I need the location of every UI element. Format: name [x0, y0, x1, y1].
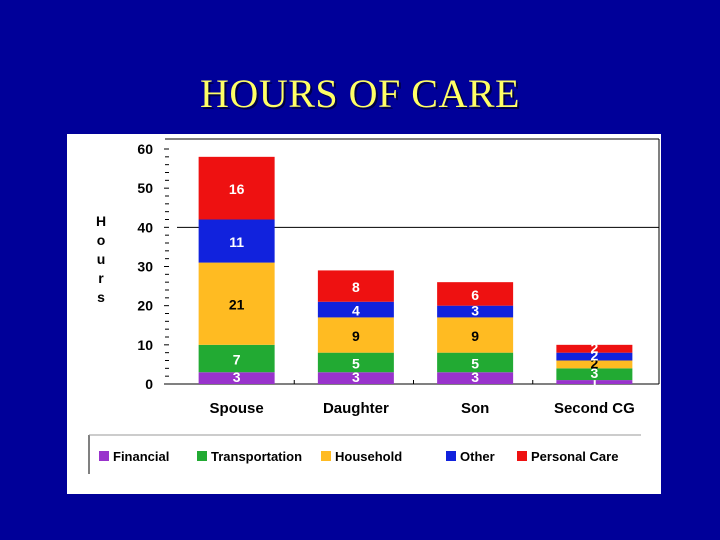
data-label: 3: [233, 369, 241, 385]
data-label: 7: [233, 352, 241, 368]
x-category-label: Second CG: [554, 400, 635, 417]
data-label: 2: [590, 340, 598, 356]
data-label: 6: [471, 287, 479, 303]
bar-financial-spouse: [198, 372, 275, 384]
data-label: 4: [352, 303, 360, 319]
data-label: 2: [590, 355, 598, 371]
bar-transportation-daughter: [317, 352, 394, 373]
data-label: 3: [352, 369, 360, 385]
bar-other-second-cg: [556, 352, 633, 361]
x-category-label: Daughter: [323, 400, 389, 417]
bar-household-second-cg: [556, 360, 633, 369]
data-label: 3: [590, 365, 598, 381]
slide-title: HOURS OF CARE: [200, 71, 520, 116]
legend-swatch-personal-care: [517, 451, 527, 461]
bar-personal-care-son: [437, 282, 514, 306]
legend-label-transportation: Transportation: [211, 449, 302, 464]
bar-financial-daughter: [317, 372, 394, 384]
bar-other-son: [437, 305, 514, 318]
y-tick-label: 50: [137, 180, 153, 196]
y-axis-label-char: H: [96, 213, 106, 229]
hours-of-care-chart: 0102030405060Hours37211116Spouse35948Dau…: [88, 138, 660, 474]
bar-other-spouse: [198, 219, 275, 263]
bar-household-daughter: [317, 317, 394, 353]
legend-label-other: Other: [460, 449, 495, 464]
bar-other-daughter: [317, 301, 394, 318]
data-label: 5: [471, 355, 479, 371]
legend-swatch-transportation: [197, 451, 207, 461]
data-label: 5: [352, 355, 360, 371]
x-category-label: Spouse: [210, 400, 264, 417]
bar-household-son: [437, 317, 514, 353]
legend-label-financial: Financial: [113, 449, 169, 464]
y-axis-label-char: u: [97, 251, 106, 267]
y-tick-label: 20: [137, 298, 153, 314]
bar-financial-son: [437, 372, 514, 384]
bar-transportation-second-cg: [556, 368, 633, 381]
bar-financial-second-cg: [556, 380, 633, 384]
bar-transportation-son: [437, 352, 514, 373]
y-axis-label-char: r: [98, 270, 104, 286]
legend-swatch-financial: [99, 451, 109, 461]
bar-personal-care-second-cg: [556, 344, 633, 353]
bar-personal-care-spouse: [198, 156, 275, 220]
y-tick-label: 40: [137, 219, 153, 235]
x-category-label: Son: [461, 400, 489, 417]
bar-personal-care-daughter: [317, 270, 394, 302]
data-label: 9: [352, 328, 360, 344]
y-tick-label: 10: [137, 337, 153, 353]
y-tick-label: 0: [145, 376, 153, 392]
data-label: 2: [590, 348, 598, 364]
bar-transportation-spouse: [198, 344, 275, 373]
data-label: 16: [229, 181, 245, 197]
data-label: 8: [352, 279, 360, 295]
y-tick-label: 30: [137, 259, 153, 275]
legend-label-household: Household: [335, 449, 402, 464]
data-label: 3: [471, 303, 479, 319]
bar-household-spouse: [198, 262, 275, 345]
data-label: 21: [229, 297, 245, 313]
legend-swatch-household: [321, 451, 331, 461]
data-label: 1: [590, 373, 598, 389]
data-label: 3: [471, 369, 479, 385]
legend-label-personal-care: Personal Care: [531, 449, 618, 464]
y-tick-label: 60: [137, 141, 153, 157]
legend-swatch-other: [446, 451, 456, 461]
data-label: 9: [471, 328, 479, 344]
data-label: 11: [229, 234, 244, 250]
y-axis-label-char: o: [97, 232, 106, 248]
y-axis-label-char: s: [97, 289, 105, 305]
